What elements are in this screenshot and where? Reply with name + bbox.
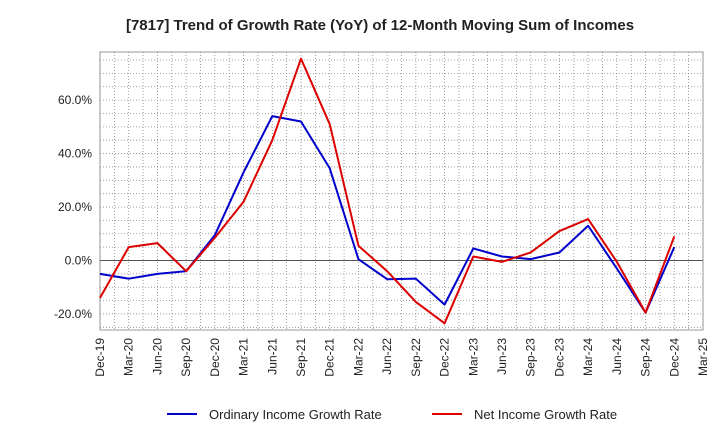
x-tick-label: Sep-22: [409, 338, 423, 377]
x-tick-label: Sep-23: [524, 338, 538, 377]
x-tick-label: Dec-21: [323, 338, 337, 377]
grid-lines: [99, 52, 704, 330]
x-tick-label: Jun-20: [150, 338, 164, 375]
x-tick-label: Dec-19: [93, 338, 107, 377]
y-tick-label: 40.0%: [58, 147, 92, 161]
x-tick-label: Jun-24: [610, 338, 624, 375]
legend-label: Ordinary Income Growth Rate: [209, 407, 382, 422]
series-line-net-income: [99, 57, 676, 325]
x-tick-label: Sep-24: [639, 338, 653, 377]
x-tick-label: Jun-22: [380, 338, 394, 375]
y-tick-label: 20.0%: [58, 200, 92, 214]
x-axis-ticks: Dec-19 Mar-20 Jun-20 Sep-20 Dec-20 Mar-21 Jun-…: [93, 338, 710, 377]
y-tick-label: 60.0%: [58, 93, 92, 107]
x-tick-label: Jun-23: [495, 338, 509, 375]
y-tick-label: 0.0%: [65, 254, 93, 268]
x-tick-label: Dec-24: [667, 338, 681, 377]
y-axis-ticks: -20.0% 0.0% 20.0% 40.0% 60.0%: [54, 93, 92, 321]
chart-title: [7817] Trend of Growth Rate (YoY) of 12-…: [126, 17, 634, 34]
x-tick-label: Mar-20: [122, 338, 136, 376]
x-tick-label: Dec-20: [208, 338, 222, 377]
legend: Ordinary Income Growth Rate Net Income Gr…: [167, 407, 617, 422]
x-tick-label: Dec-23: [552, 338, 566, 377]
legend-label: Net Income Growth Rate: [474, 407, 617, 422]
x-tick-label: Mar-22: [351, 338, 365, 376]
x-tick-label: Mar-21: [237, 338, 251, 376]
x-tick-label: Mar-23: [466, 338, 480, 376]
x-tick-label: Jun-21: [265, 338, 279, 375]
x-tick-label: Mar-24: [581, 338, 595, 376]
series-lines: [99, 57, 676, 325]
y-tick-label: -20.0%: [54, 307, 92, 321]
x-tick-label: Sep-20: [179, 338, 193, 377]
x-tick-label: Mar-25: [696, 338, 710, 376]
x-tick-label: Sep-21: [294, 338, 308, 377]
x-tick-label: Dec-22: [438, 338, 452, 377]
